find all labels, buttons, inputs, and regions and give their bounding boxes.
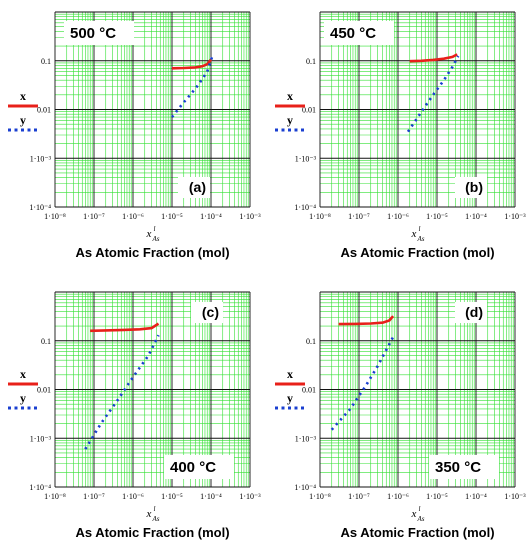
temperature-label: 400 °C xyxy=(170,459,216,476)
series-y-line xyxy=(84,334,160,450)
series-x-line xyxy=(171,58,212,70)
x-tick-label: 1·10⁻³ xyxy=(239,492,261,501)
legend-label-y: y xyxy=(20,391,26,405)
x-symbol-sub: As xyxy=(417,515,425,523)
x-tick-label: 1·10⁻³ xyxy=(504,212,526,221)
x-symbol: x xyxy=(146,228,152,240)
series-x-line xyxy=(338,315,395,326)
x-tick-label: 1·10⁻⁶ xyxy=(122,212,144,221)
x-symbol: x xyxy=(411,228,417,240)
temperature-label-box xyxy=(164,455,234,479)
legend-label-x: x xyxy=(287,89,293,103)
panel-label-box xyxy=(455,302,487,323)
y-tick-label: 0.01 xyxy=(37,106,51,115)
x-tick-label: 1·10⁻⁶ xyxy=(387,492,409,501)
x-symbol: x xyxy=(146,508,152,520)
x-tick-label: 1·10⁻⁵ xyxy=(426,212,448,221)
legend-label-y: y xyxy=(287,391,293,405)
x-axis-title: As Atomic Fraction (mol) xyxy=(75,245,229,260)
y-tick-label: 0.01 xyxy=(37,386,51,395)
x-tick-label: 1·10⁻⁸ xyxy=(309,492,331,501)
x-tick-label: 1·10⁻⁵ xyxy=(426,492,448,501)
y-tick-label: 1·10⁻³ xyxy=(295,434,317,443)
temperature-label-box xyxy=(324,21,394,45)
x-symbol-sup: l xyxy=(154,505,156,513)
panel-label: (b) xyxy=(465,179,483,195)
major-grid xyxy=(319,291,516,488)
x-symbol-sub: As xyxy=(152,235,160,243)
y-tick-label: 0.1 xyxy=(306,57,316,66)
temperature-label: 500 °C xyxy=(70,25,116,42)
panel-b: 1·10⁻⁸ 1·10⁻⁷ 1·10⁻⁶ 1·10⁻⁵ 1·10⁻⁴ 1·10⁻³ 0.1 0… xyxy=(275,11,526,260)
y-tick-label: 1·10⁻³ xyxy=(30,154,52,163)
legend-label-y: y xyxy=(20,113,26,127)
temperature-label: 350 °C xyxy=(435,459,481,476)
y-tick-label: 1·10⁻⁴ xyxy=(294,483,316,492)
x-tick-label: 1·10⁻⁴ xyxy=(200,212,222,221)
x-axis-title: As Atomic Fraction (mol) xyxy=(340,245,494,260)
x-tick-label: 1·10⁻⁷ xyxy=(348,492,370,501)
x-tick-label: 1·10⁻³ xyxy=(239,212,261,221)
y-tick-label: 1·10⁻⁴ xyxy=(29,483,51,492)
x-tick-label: 1·10⁻⁸ xyxy=(44,212,66,221)
x-tick-label: 1·10⁻⁵ xyxy=(161,492,183,501)
panel-label: (c) xyxy=(202,304,219,320)
x-tick-label: 1·10⁻⁵ xyxy=(161,212,183,221)
minor-grid xyxy=(55,292,250,487)
x-axis-title: As Atomic Fraction (mol) xyxy=(340,525,494,540)
x-tick-label: 1·10⁻⁶ xyxy=(122,492,144,501)
y-tick-label: 0.1 xyxy=(306,337,316,346)
y-tick-label: 1·10⁻⁴ xyxy=(294,203,316,212)
panel-label: (a) xyxy=(189,179,206,195)
y-tick-label: 1·10⁻³ xyxy=(295,154,317,163)
x-tick-label: 1·10⁻⁷ xyxy=(83,212,105,221)
x-tick-label: 1·10⁻⁸ xyxy=(44,492,66,501)
x-symbol-sup: l xyxy=(419,225,421,233)
series-x-line xyxy=(409,53,458,63)
x-tick-label: 1·10⁻⁴ xyxy=(200,492,222,501)
panel-label-box xyxy=(455,177,487,198)
y-tick-label: 1·10⁻⁴ xyxy=(29,203,51,212)
x-tick-label: 1·10⁻⁷ xyxy=(83,492,105,501)
temperature-label: 450 °C xyxy=(330,25,376,42)
y-tick-label: 0.01 xyxy=(302,386,316,395)
y-tick-label: 0.01 xyxy=(302,106,316,115)
y-tick-label: 0.1 xyxy=(41,337,51,346)
x-tick-label: 1·10⁻⁷ xyxy=(348,212,370,221)
x-tick-label: 1·10⁻³ xyxy=(504,492,526,501)
x-tick-label: 1·10⁻⁶ xyxy=(387,212,409,221)
temperature-label-box xyxy=(64,21,134,45)
y-tick-label: 1·10⁻³ xyxy=(30,434,52,443)
x-tick-label: 1·10⁻⁴ xyxy=(465,212,487,221)
major-grid xyxy=(54,291,251,488)
series-y-line xyxy=(406,55,460,133)
x-symbol-sub: As xyxy=(417,235,425,243)
x-symbol-sub: As xyxy=(152,515,160,523)
legend-label-x: x xyxy=(20,89,26,103)
x-symbol: x xyxy=(411,508,417,520)
x-tick-label: 1·10⁻⁴ xyxy=(465,492,487,501)
x-symbol-sup: l xyxy=(154,225,156,233)
panel-a: 1·10⁻⁸ 1·10⁻⁷ 1·10⁻⁶ 1·10⁻⁵ 1·10⁻⁴ 1·10⁻³ 0.1 0… xyxy=(8,11,261,260)
panel-label-box xyxy=(178,177,210,198)
legend-label-x: x xyxy=(20,367,26,381)
series-x-line xyxy=(90,322,160,333)
y-tick-label: 0.1 xyxy=(41,57,51,66)
x-symbol-sup: l xyxy=(419,505,421,513)
x-tick-label: 1·10⁻⁸ xyxy=(309,212,331,221)
panel-label-box xyxy=(191,302,223,323)
legend-label-y: y xyxy=(287,113,293,127)
panel-d: 1·10⁻⁸ 1·10⁻⁷ 1·10⁻⁶ 1·10⁻⁵ 1·10⁻⁴ 1·10⁻³ 0.1 0… xyxy=(275,291,526,540)
legend-label-x: x xyxy=(287,367,293,381)
x-axis-title: As Atomic Fraction (mol) xyxy=(75,525,229,540)
panel-c: 1·10⁻⁸ 1·10⁻⁷ 1·10⁻⁶ 1·10⁻⁵ 1·10⁻⁴ 1·10⁻³ 0.1 0… xyxy=(8,291,261,540)
temperature-label-box xyxy=(429,455,499,479)
panel-label: (d) xyxy=(465,304,483,320)
